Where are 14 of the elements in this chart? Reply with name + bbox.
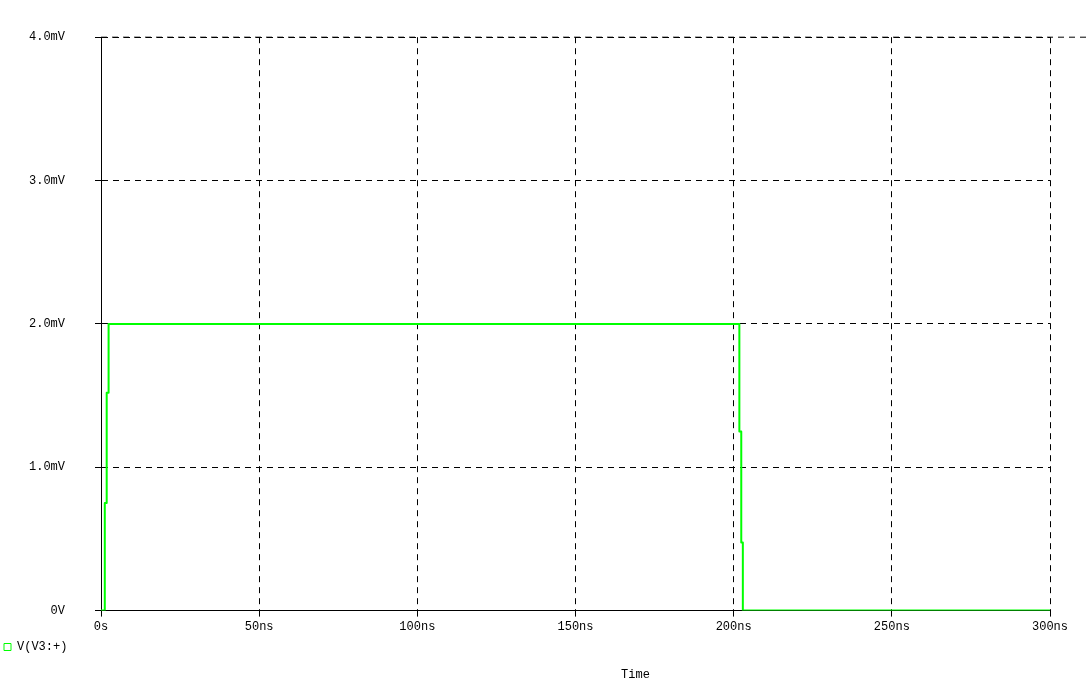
y-tick-label: 1.0mV xyxy=(28,460,66,475)
x-tick-label: 150ns xyxy=(557,619,594,634)
x-tick-label: 50ns xyxy=(244,619,274,634)
x-axis-title: Time xyxy=(621,668,650,683)
y-tick-label: 0V xyxy=(50,603,66,618)
x-tick-label: 250ns xyxy=(873,619,910,634)
y-tick-label: 3.0mV xyxy=(28,173,66,188)
y-tick-label: 2.0mV xyxy=(28,317,66,332)
y-tick-label: 4.0mV xyxy=(28,30,66,45)
x-tick-label: 200ns xyxy=(715,619,752,634)
legend-label: V(V3:+) xyxy=(17,640,68,655)
x-tick-label: 300ns xyxy=(1031,619,1069,634)
x-tick-label: 0s xyxy=(93,619,109,634)
x-tick-label: 100ns xyxy=(399,619,436,634)
